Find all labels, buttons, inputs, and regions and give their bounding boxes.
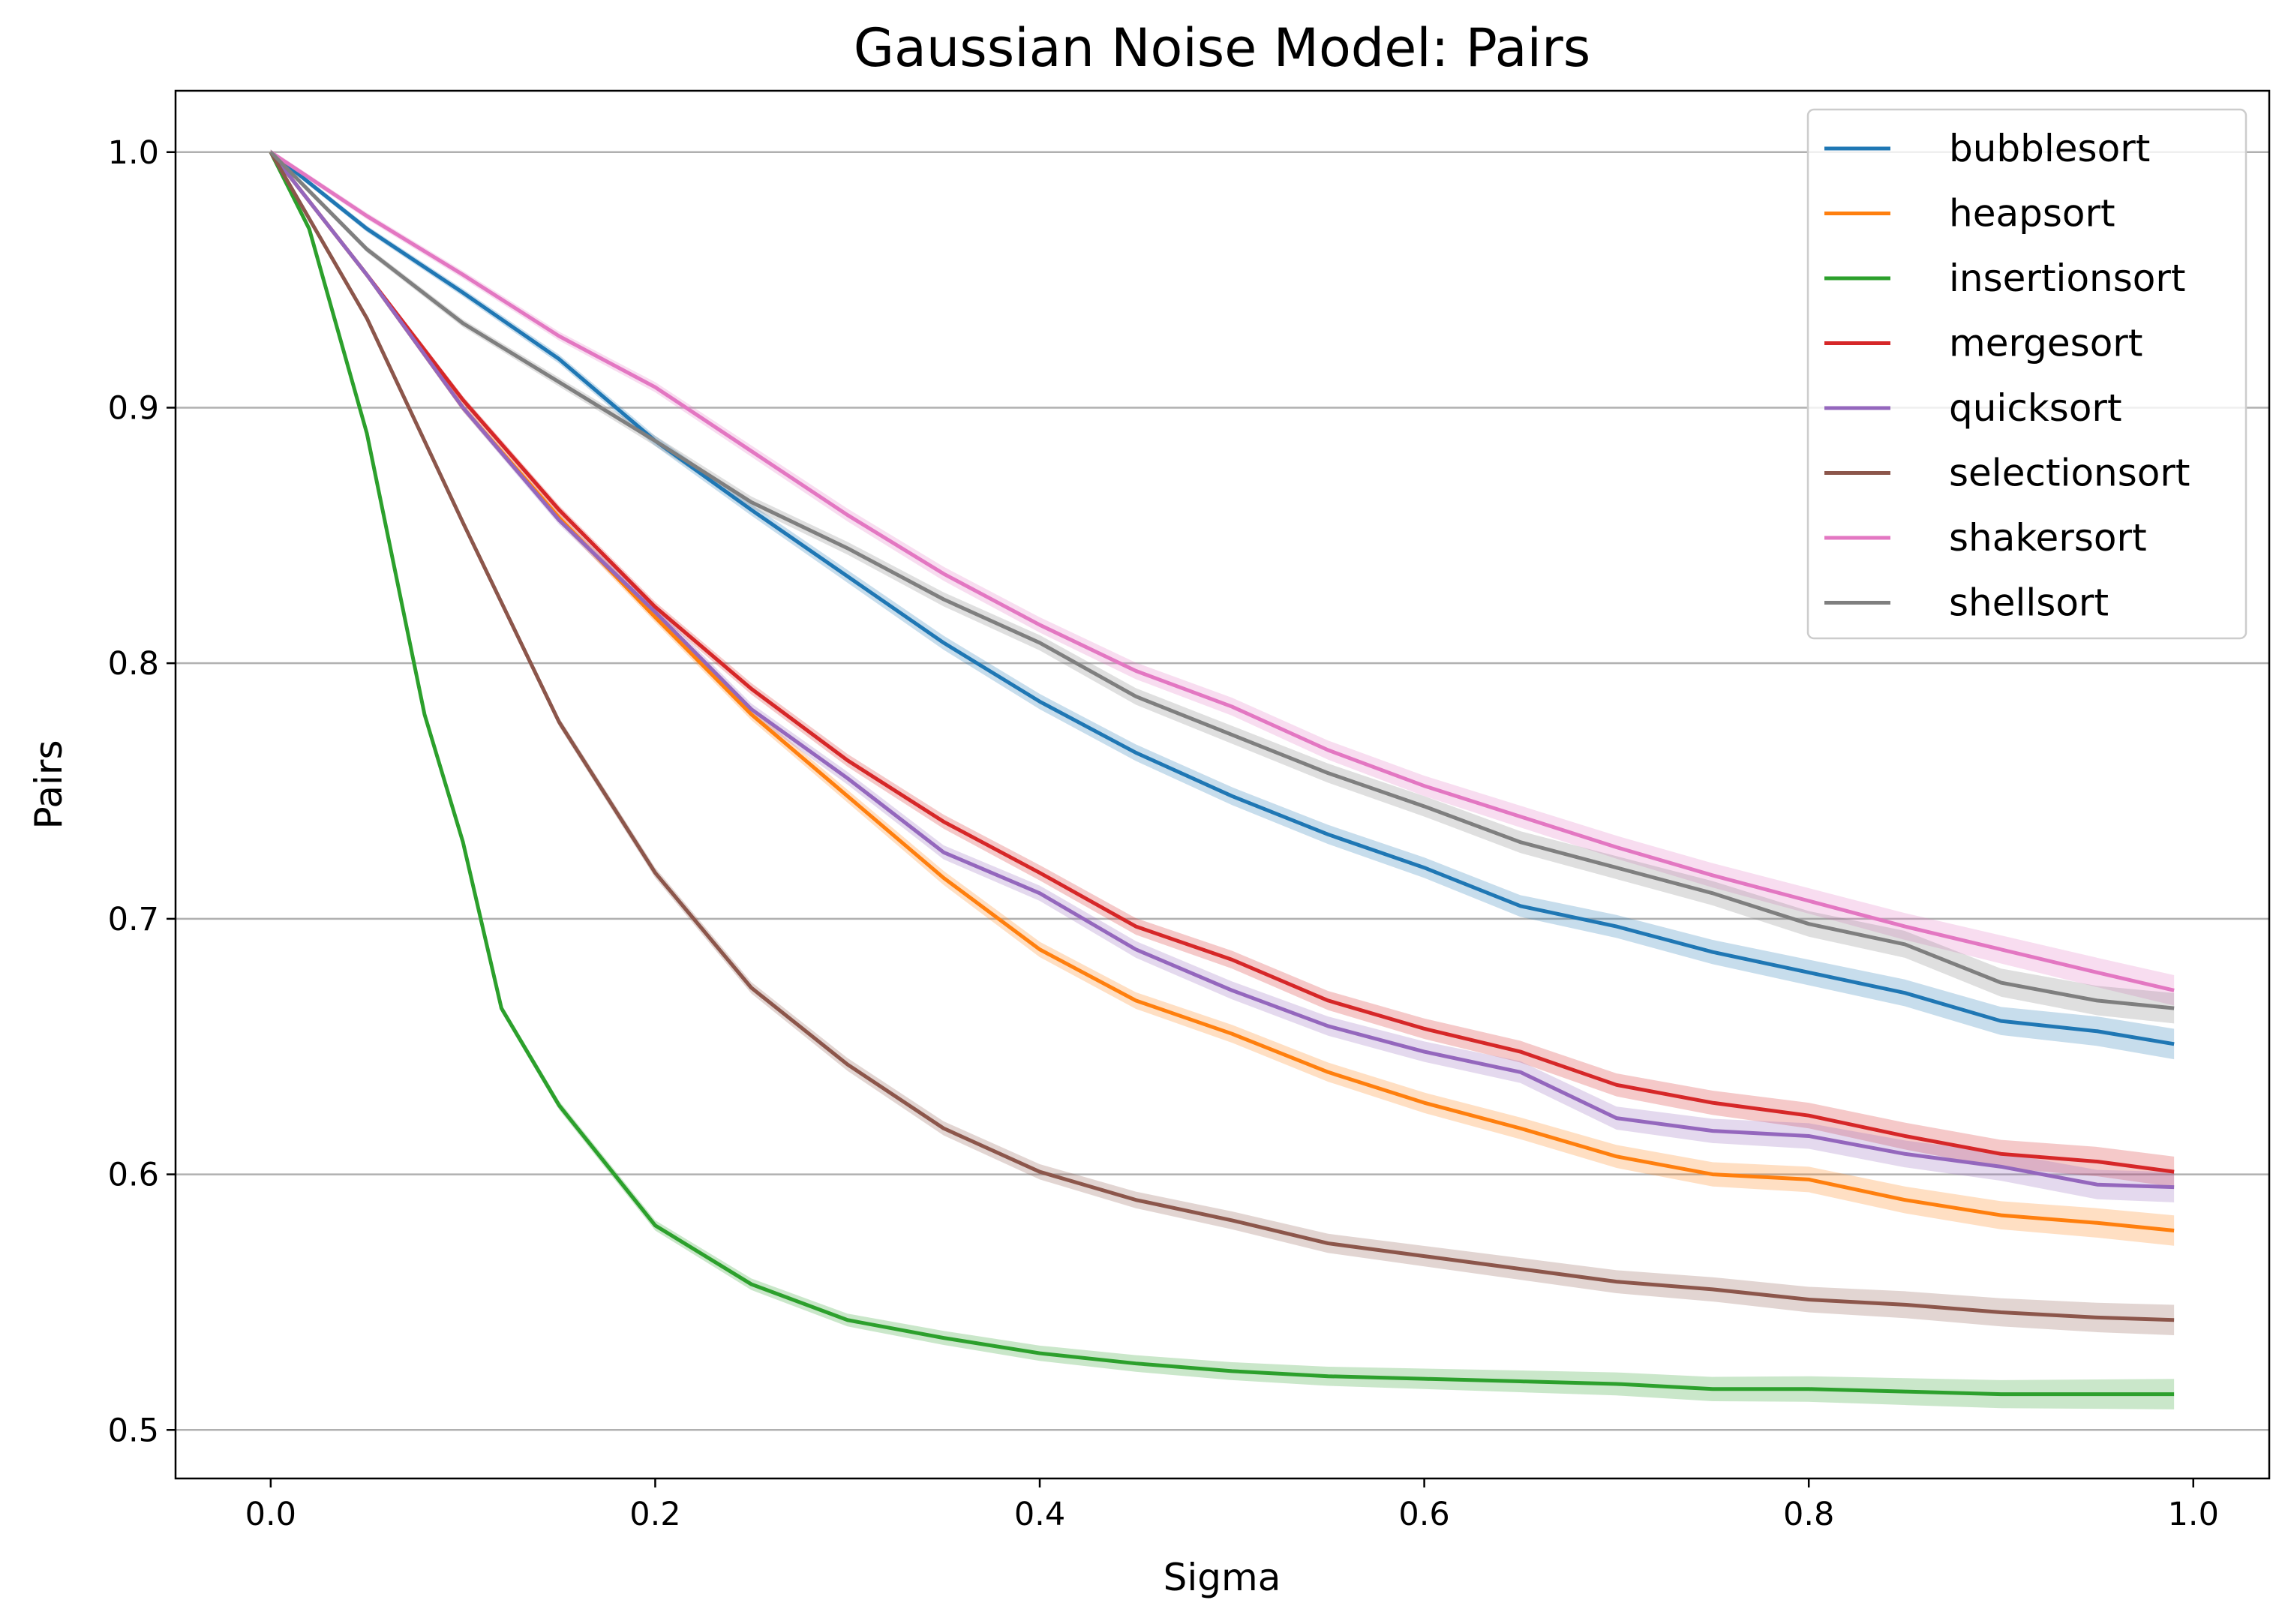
legend-label-quicksort: quicksort [1949, 386, 2122, 430]
legend-label-selectionsort: selectionsort [1949, 452, 2190, 495]
y-tick-label: 0.6 [108, 1157, 159, 1194]
line-insertionsort [269, 151, 2175, 1397]
series-lines [269, 150, 2175, 1397]
legend-label-shakersort: shakersort [1949, 516, 2147, 560]
band-heapsort [270, 149, 2175, 1246]
y-tick-label: 0.8 [108, 645, 159, 683]
line-selectionsort [269, 151, 2175, 1322]
legend-box [1806, 108, 2247, 640]
x-axis: 0.0 0.2 0.4 0.6 0.8 1.0 [245, 1478, 2219, 1533]
line-quicksort [269, 151, 2175, 1190]
x-axis-label: Sigma [1164, 1556, 1281, 1599]
x-tick-label: 0.6 [1398, 1496, 1449, 1533]
line-shakersort [269, 150, 2175, 992]
line-bubblesort [269, 150, 2175, 1046]
legend-label-shellsort: shellsort [1949, 581, 2109, 625]
legend-label-bubblesort: bubblesort [1949, 127, 2150, 170]
confidence-bands [270, 149, 2175, 1409]
y-tick-label: 1.0 [108, 134, 159, 172]
x-tick-label: 0.4 [1014, 1496, 1065, 1533]
legend-label-insertionsort: insertionsort [1949, 257, 2186, 300]
x-tick-label: 0.0 [245, 1496, 296, 1533]
y-tick-label: 0.9 [108, 389, 159, 427]
y-tick-label: 0.5 [108, 1412, 159, 1449]
y-axis-label: Pairs [27, 740, 71, 829]
x-tick-label: 0.2 [629, 1496, 680, 1533]
legend-label-heapsort: heapsort [1949, 192, 2115, 236]
line-shellsort [269, 151, 2175, 1010]
band-quicksort [270, 149, 2175, 1202]
legend: bubblesort heapsort insertionsort mergesort… [1806, 108, 2247, 640]
x-tick-label: 1.0 [2168, 1496, 2219, 1533]
legend-label-mergesort: mergesort [1949, 322, 2142, 365]
chart-title: Gaussian Noise Model: Pairs [854, 17, 1591, 79]
line-mergesort [269, 151, 2175, 1174]
plot-frame [174, 89, 2271, 1480]
x-tick-label: 0.8 [1783, 1496, 1834, 1533]
y-tick-label: 0.7 [108, 901, 159, 938]
y-axis: 0.5 0.6 0.7 0.8 0.9 1.0 [108, 134, 176, 1449]
